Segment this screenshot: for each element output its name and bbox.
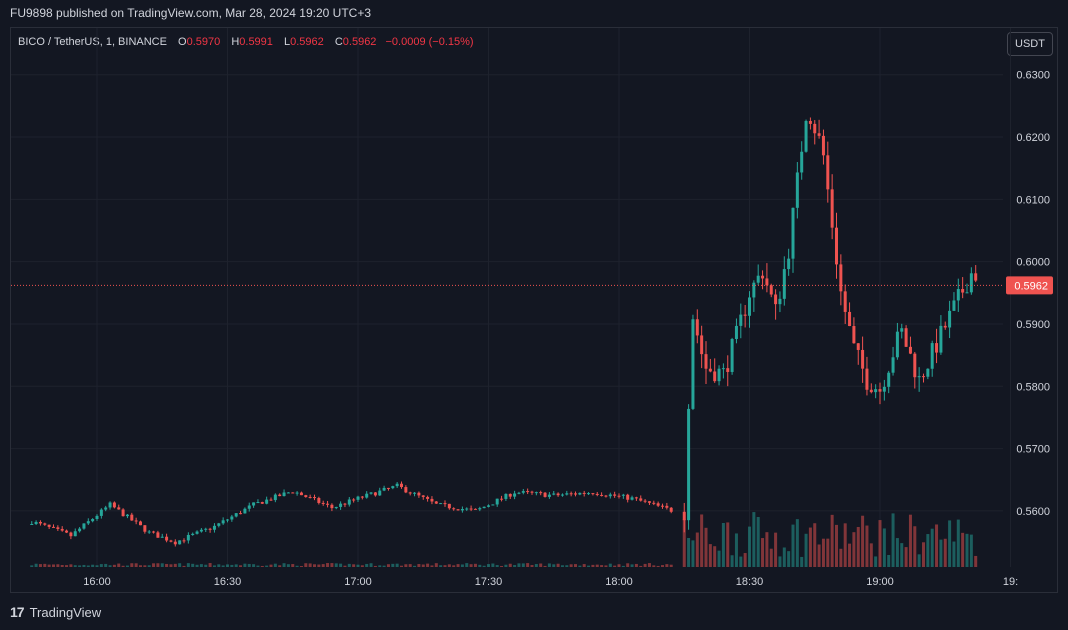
chart-frame[interactable] <box>10 27 1058 593</box>
low-value: 0.5962 <box>290 36 324 48</box>
open-value: 0.5970 <box>186 36 221 48</box>
close-label: C <box>334 36 343 48</box>
currency-unit-button[interactable]: USDT <box>1007 32 1053 56</box>
high-value: 0.5991 <box>239 36 273 48</box>
footer: 17 TradingView <box>10 604 101 620</box>
close-value: 0.5962 <box>342 36 377 48</box>
low-label: L <box>283 36 291 48</box>
change-value: −0.0009 (−0.15%) <box>385 36 474 48</box>
footer-brand: TradingView <box>29 604 102 620</box>
ohlc-legend: BICO / TetherUS, 1, BINANCE O0.5970 H0.5… <box>18 36 474 48</box>
published-caption: FU9898 published on TradingView.com, Mar… <box>10 6 371 20</box>
symbol-label: BICO / TetherUS, 1, BINANCE <box>18 36 167 48</box>
tradingview-logo-icon: 17 <box>10 604 25 620</box>
open-label: O <box>178 36 187 48</box>
high-label: H <box>231 36 240 48</box>
